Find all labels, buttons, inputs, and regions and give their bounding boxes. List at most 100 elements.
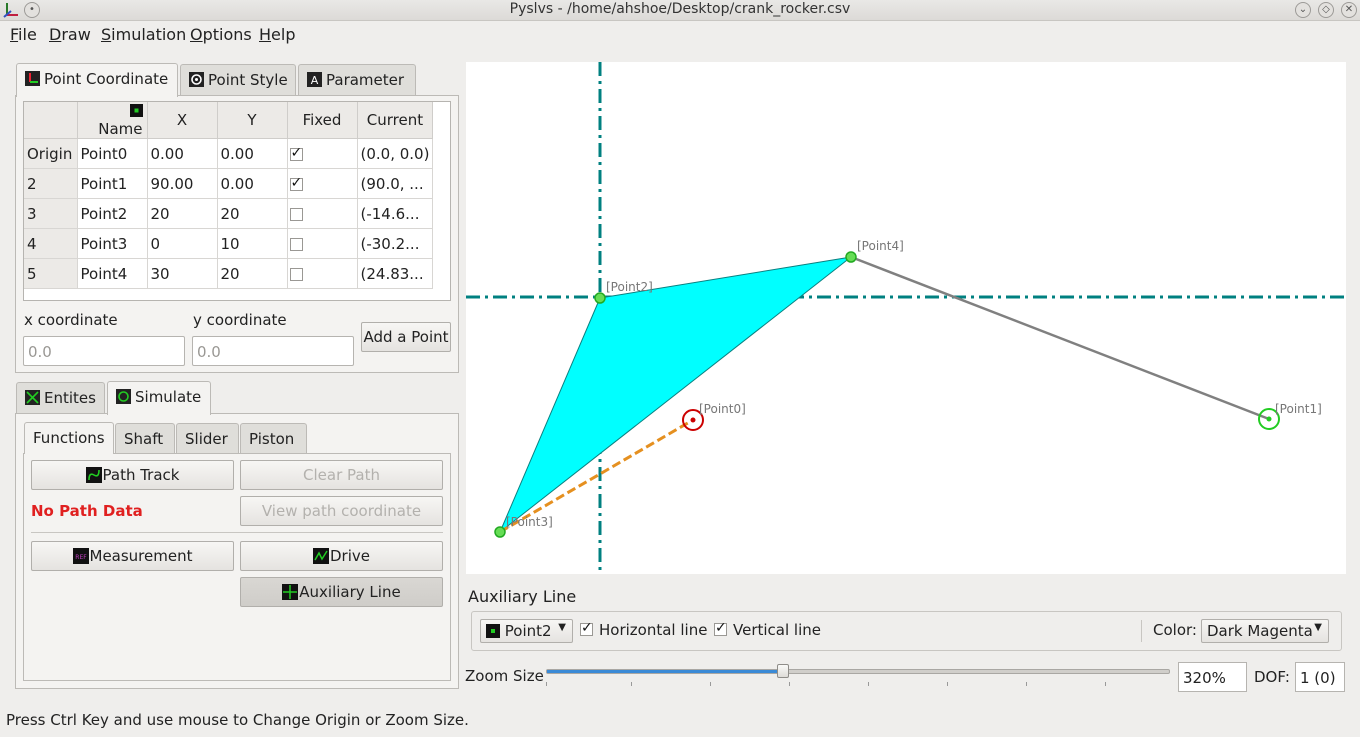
row-header[interactable]: 2 (24, 168, 78, 199)
x-coordinate-input[interactable]: 0.0 (23, 336, 185, 366)
cell-y[interactable]: 0.00 (217, 138, 288, 169)
cell-current[interactable]: (90.0, ... (357, 168, 434, 199)
fixed-checkbox[interactable] (289, 145, 303, 161)
cell-fixed[interactable] (287, 168, 358, 199)
add-point-button[interactable]: Add a Point (361, 322, 451, 352)
menu-simulation[interactable]: Simulation (101, 25, 187, 44)
cell-x[interactable]: 0.00 (147, 138, 218, 169)
table-row[interactable]: Origin Point0 0.00 0.00 (0.0, 0.0) (24, 138, 434, 169)
cell-y[interactable]: 20 (217, 198, 288, 229)
path-track-button[interactable]: Path Track (31, 460, 234, 490)
cell-fixed[interactable] (287, 198, 358, 229)
cell-name[interactable]: Point1 (77, 168, 148, 199)
cell-name[interactable]: Point3 (77, 228, 148, 259)
zoom-slider-track[interactable] (546, 669, 1170, 674)
cell-fixed[interactable] (287, 258, 358, 289)
measurement-button[interactable]: REF Measurement (31, 541, 234, 571)
row-header[interactable]: 5 (24, 258, 78, 289)
clear-path-button[interactable]: Clear Path (240, 460, 443, 490)
view-path-coordinate-button[interactable]: View path coordinate (240, 496, 443, 526)
tab-entities[interactable]: Entites (16, 382, 105, 414)
auxiliary-line-button[interactable]: Auxiliary Line (240, 577, 443, 607)
cell-fixed[interactable] (287, 228, 358, 259)
point0-ground-circle[interactable] (682, 409, 704, 431)
column-header-x[interactable]: X (147, 102, 218, 139)
fixed-checkbox[interactable] (289, 267, 303, 281)
cell-fixed[interactable] (287, 138, 358, 169)
row-header[interactable]: 3 (24, 198, 78, 229)
point1-ground-circle[interactable] (1258, 408, 1280, 430)
tab-label: Point Style (208, 71, 288, 89)
tab-point-style[interactable]: Point Style (180, 64, 296, 96)
horizontal-line-label[interactable]: Horizontal line (599, 621, 708, 639)
column-header-fixed[interactable]: Fixed (287, 102, 358, 139)
status-bar-message: Press Ctrl Key and use mouse to Change O… (6, 711, 469, 729)
fixed-checkbox[interactable] (289, 175, 303, 191)
menu-file[interactable]: File (10, 25, 37, 44)
mechanism-canvas[interactable]: [Point0] [Point1] [Point2] [Point3] [Poi… (466, 62, 1346, 574)
vertical-line-label[interactable]: Vertical line (733, 621, 821, 639)
horizontal-line-checkbox[interactable] (580, 620, 593, 636)
tab-point-coordinate[interactable]: Point Coordinate (16, 63, 178, 97)
point2-joint[interactable] (594, 292, 606, 304)
column-header-name[interactable]: Name (77, 102, 148, 139)
fixed-checkbox[interactable] (289, 237, 303, 251)
window-menu-button[interactable]: • (24, 2, 40, 18)
row-header[interactable]: 4 (24, 228, 78, 259)
point1-joint[interactable] (1266, 416, 1272, 422)
menu-help[interactable]: Help (259, 25, 296, 44)
tab-simulate[interactable]: Simulate (107, 381, 211, 415)
point3-label: [Point3] (506, 515, 553, 529)
cell-y[interactable]: 10 (217, 228, 288, 259)
cell-x[interactable]: 90.00 (147, 168, 218, 199)
cell-current[interactable]: (-30.2... (357, 228, 434, 259)
cell-x[interactable]: 20 (147, 198, 218, 229)
point4-joint[interactable] (845, 251, 857, 263)
fixed-checkbox[interactable] (289, 207, 303, 221)
coupler-triangle[interactable] (499, 256, 852, 533)
tab-piston[interactable]: Piston (240, 423, 307, 453)
column-header-current[interactable]: Current (357, 102, 434, 139)
cell-current[interactable]: (24.83... (357, 258, 434, 289)
measurement-icon: REF (72, 548, 89, 564)
rocker-link[interactable] (850, 255, 1270, 421)
cell-y[interactable]: 0.00 (217, 168, 288, 199)
mechanism-drawing[interactable]: [Point0] [Point1] [Point2] [Point3] [Poi… (466, 62, 1346, 574)
maximize-button[interactable]: ◇ (1318, 2, 1334, 18)
color-combo[interactable]: Dark Magenta ▼ (1201, 619, 1329, 643)
zoom-slider-handle[interactable] (777, 664, 789, 678)
cell-name[interactable]: Point2 (77, 198, 148, 229)
aux-point-combo[interactable]: Point2 ▼ (480, 619, 573, 643)
cell-name[interactable]: Point4 (77, 258, 148, 289)
cell-current[interactable]: (-14.6... (357, 198, 434, 229)
table-row[interactable]: 3 Point2 20 20 (-14.6... (24, 198, 434, 229)
row-header[interactable]: Origin (24, 138, 78, 169)
y-coordinate-input[interactable]: 0.0 (192, 336, 354, 366)
svg-text:REF: REF (75, 554, 87, 561)
tab-parameter[interactable]: A Parameter (298, 64, 416, 96)
minimize-button[interactable]: ⌄ (1295, 2, 1311, 18)
entities-icon (25, 390, 40, 405)
column-header-y[interactable]: Y (217, 102, 288, 139)
cell-y[interactable]: 20 (217, 258, 288, 289)
menu-options[interactable]: Options (190, 25, 252, 44)
cell-x[interactable]: 0 (147, 228, 218, 259)
vertical-line-checkbox[interactable] (714, 620, 727, 636)
cell-x[interactable]: 30 (147, 258, 218, 289)
table-row[interactable]: 5 Point4 30 20 (24.83... (24, 258, 434, 289)
cell-current[interactable]: (0.0, 0.0) (357, 138, 434, 169)
crank-link[interactable] (499, 418, 694, 534)
tab-functions[interactable]: Functions (24, 422, 114, 454)
point0-joint[interactable] (690, 417, 696, 423)
table-row[interactable]: 2 Point1 90.00 0.00 (90.0, ... (24, 168, 434, 199)
zoom-size-spinbox[interactable]: 320% (1178, 662, 1247, 692)
close-button[interactable]: ✕ (1341, 2, 1357, 18)
table-row[interactable]: 4 Point3 0 10 (-30.2... (24, 228, 434, 259)
point3-joint[interactable] (494, 526, 506, 538)
drive-button[interactable]: Drive (240, 541, 443, 571)
menu-draw[interactable]: Draw (49, 25, 91, 44)
cell-name[interactable]: Point0 (77, 138, 148, 169)
color-label: Color: (1153, 621, 1197, 639)
tab-slider[interactable]: Slider (176, 423, 239, 453)
tab-shaft[interactable]: Shaft (115, 423, 175, 453)
